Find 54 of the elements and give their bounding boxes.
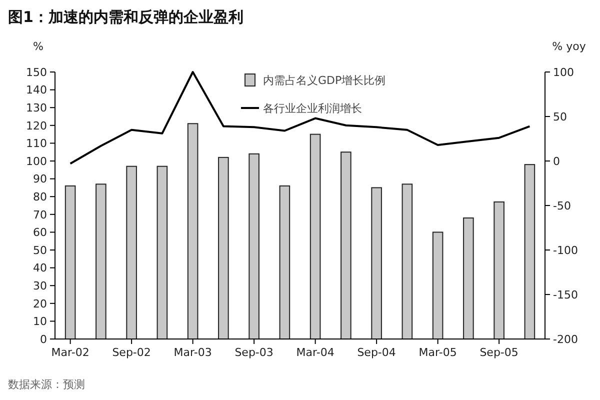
bar bbox=[402, 184, 413, 340]
y2-tick-label: -200 bbox=[553, 332, 578, 346]
y2-tick-label: -150 bbox=[553, 288, 578, 302]
bar bbox=[524, 164, 536, 340]
y-tick-label: 70 bbox=[33, 208, 47, 222]
source-note: 数据来源：预测 bbox=[8, 378, 85, 391]
y-tick-label: 100 bbox=[26, 154, 47, 168]
legend-label: 各行业企业利润增长 bbox=[263, 102, 362, 115]
y-tick-label: 110 bbox=[26, 137, 47, 150]
bar bbox=[279, 185, 290, 340]
bar bbox=[156, 166, 168, 340]
y2-tick-label: -50 bbox=[553, 199, 571, 212]
x-tick-label: Mar-04 bbox=[296, 346, 334, 359]
bar bbox=[432, 232, 444, 340]
bar bbox=[96, 184, 106, 340]
y-tick-label: 0 bbox=[40, 332, 47, 346]
y2-tick-label: 50 bbox=[553, 110, 567, 124]
x-tick-label: Mar-05 bbox=[418, 346, 457, 359]
x-tick-label: Mar-03 bbox=[174, 346, 212, 359]
bar bbox=[126, 166, 137, 340]
y-tick-label: 10 bbox=[33, 315, 47, 328]
bar bbox=[494, 201, 504, 340]
bar bbox=[340, 152, 352, 340]
y-tick-label: 90 bbox=[33, 172, 47, 186]
chart-title: 图1：加速的内需和反弹的企业盈利 bbox=[8, 8, 244, 26]
x-tick-label: Sep-03 bbox=[234, 346, 274, 359]
bar bbox=[187, 123, 198, 340]
y-tick-label: 80 bbox=[33, 190, 47, 204]
y-axis-title: % bbox=[33, 40, 44, 53]
x-tick-label: Sep-02 bbox=[112, 346, 151, 359]
y-tick-label: 150 bbox=[26, 66, 47, 79]
bar bbox=[248, 153, 260, 340]
y-tick-label: 30 bbox=[33, 279, 47, 292]
y2-tick-label: 100 bbox=[553, 66, 574, 79]
bar bbox=[463, 217, 474, 340]
y2-tick-label: 0 bbox=[553, 154, 560, 168]
y-tick-label: 60 bbox=[33, 226, 47, 240]
y-tick-label: 130 bbox=[26, 101, 47, 114]
bar bbox=[371, 187, 382, 340]
y2-axis-title: % yoy bbox=[552, 40, 586, 53]
x-tick-label: Sep-04 bbox=[357, 346, 396, 359]
y-tick-label: 120 bbox=[26, 119, 47, 132]
bar bbox=[218, 156, 229, 340]
y-tick-label: 20 bbox=[33, 297, 47, 310]
line-series bbox=[69, 71, 531, 165]
x-tick-label: Sep-05 bbox=[480, 346, 518, 359]
y-tick-label: 50 bbox=[33, 244, 47, 257]
x-tick-label: Mar-02 bbox=[51, 346, 90, 359]
y-tick-label: 40 bbox=[33, 262, 47, 275]
bar bbox=[310, 134, 321, 340]
bar bbox=[64, 185, 76, 340]
legend-label: 内需占名义GDP增长比例 bbox=[263, 74, 386, 87]
y-tick-label: 140 bbox=[26, 84, 47, 97]
y2-tick-label: -100 bbox=[553, 244, 578, 257]
